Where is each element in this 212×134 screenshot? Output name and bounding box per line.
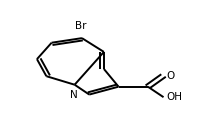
Text: O: O [167, 70, 175, 81]
Text: N: N [70, 90, 77, 100]
Text: Br: Br [75, 21, 87, 31]
Text: OH: OH [167, 92, 183, 102]
